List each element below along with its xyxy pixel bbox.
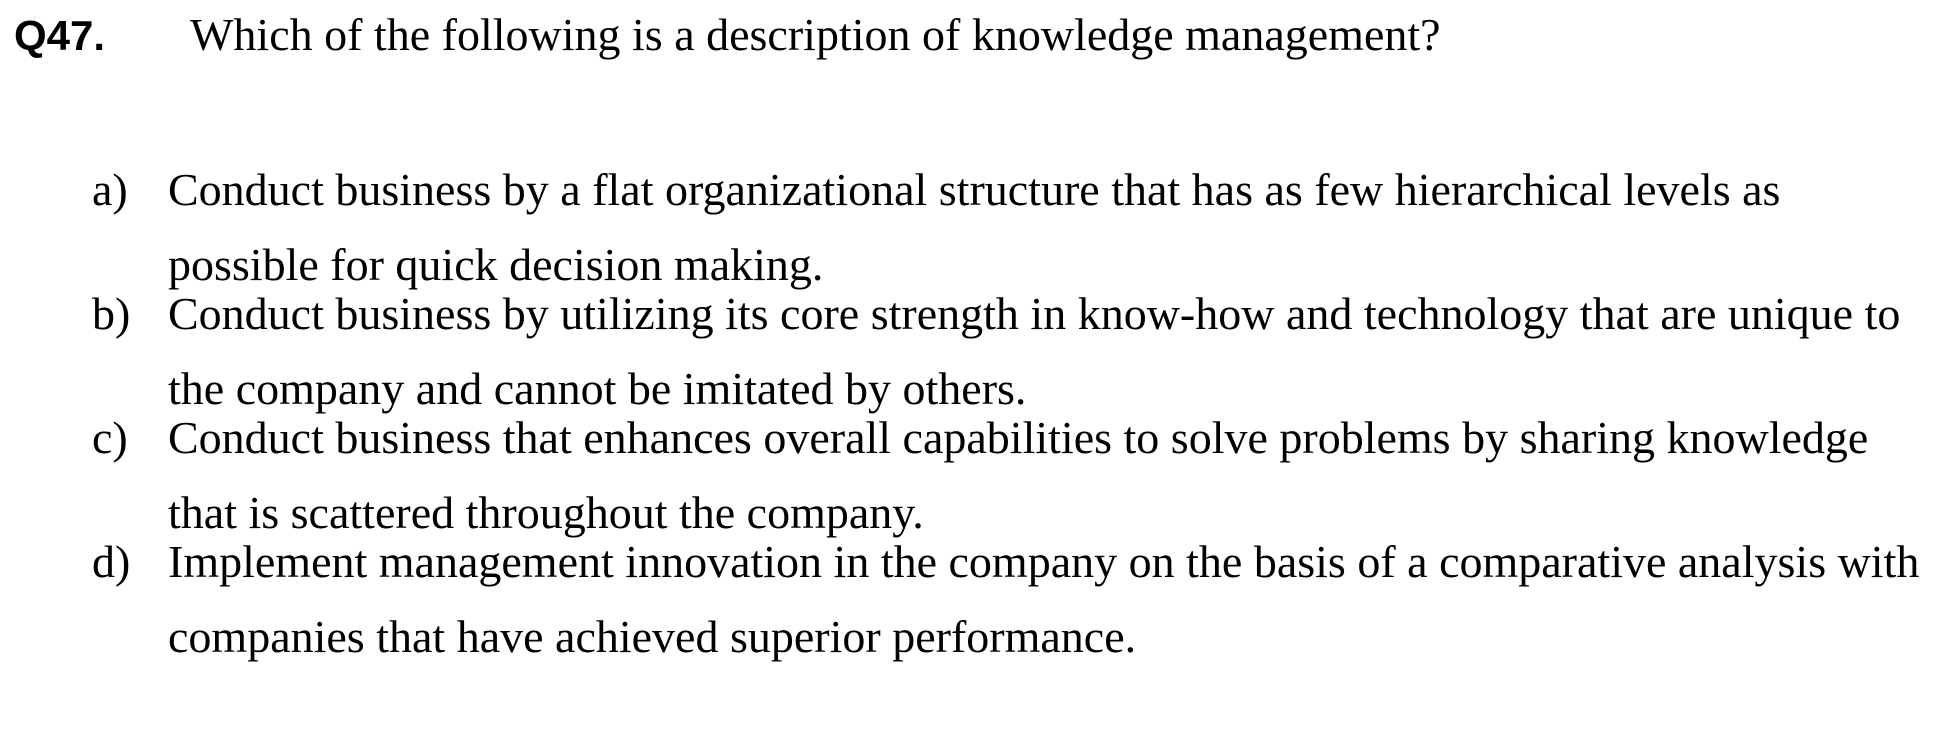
option-c[interactable]: c) Conduct business that enhances overal… [92, 400, 1932, 550]
option-b[interactable]: b) Conduct business by utilizing its cor… [92, 276, 1932, 426]
option-text: Conduct business that enhances overall c… [168, 412, 1869, 538]
question-header: Q47. Which of the following is a descrip… [14, 8, 1914, 61]
option-text: Implement management innovation in the c… [168, 536, 1920, 662]
option-a[interactable]: a) Conduct business by a flat organizati… [92, 152, 1932, 302]
option-letter: d) [92, 536, 131, 587]
option-letter: a) [92, 164, 128, 215]
question-text: Which of the following is a description … [190, 9, 1441, 60]
option-letter: b) [92, 288, 131, 339]
question-number: Q47. [14, 12, 106, 59]
option-letter: c) [92, 412, 128, 463]
answer-options: a) Conduct business by a flat organizati… [92, 152, 1932, 674]
option-d[interactable]: d) Implement management innovation in th… [92, 524, 1932, 674]
option-text: Conduct business by utilizing its core s… [168, 288, 1901, 414]
option-text: Conduct business by a flat organizationa… [168, 164, 1781, 290]
